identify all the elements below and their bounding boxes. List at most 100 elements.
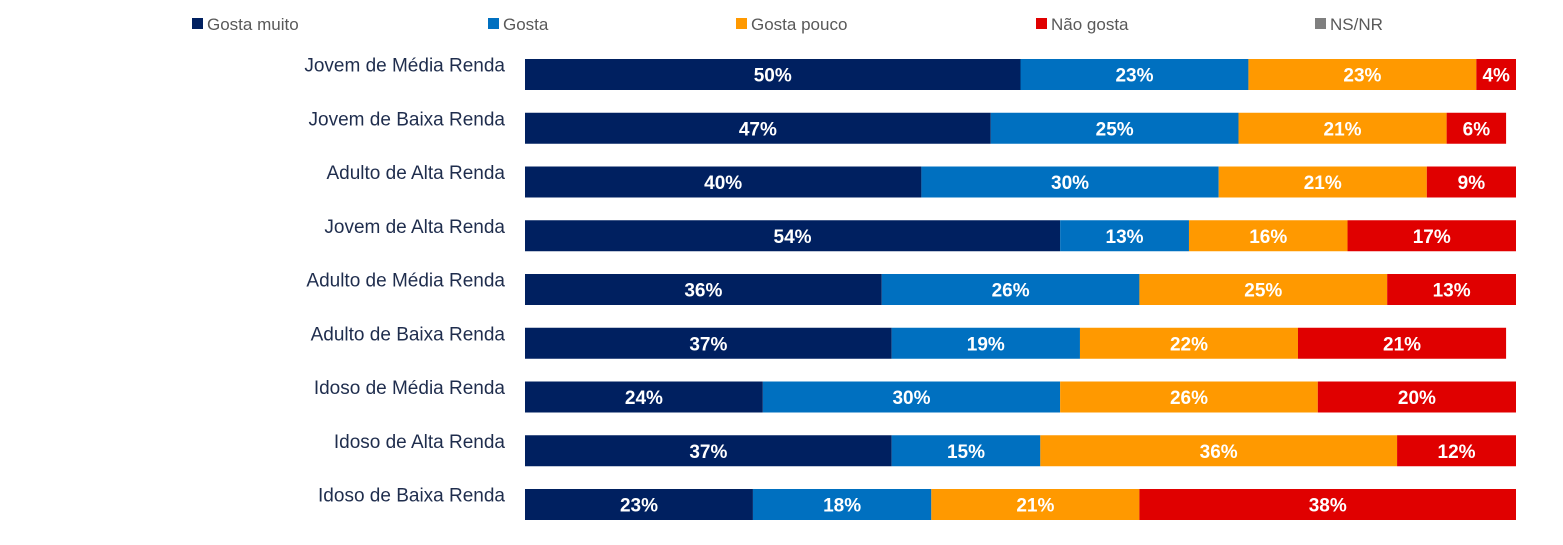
data-label: 21% xyxy=(1304,173,1342,194)
bar-segment-nao-gosta xyxy=(1317,381,1516,413)
data-label: 21% xyxy=(1383,334,1421,355)
category-label: Idoso de Alta Renda xyxy=(334,432,506,453)
bar-segment-nao-gosta xyxy=(1446,112,1507,144)
data-label: 16% xyxy=(1249,227,1287,248)
data-label: 17% xyxy=(1413,227,1451,248)
data-label: 13% xyxy=(1106,227,1144,248)
data-labels: 50% 23% 23% 4% 47% 25% 21% 6% 40% 30% 21% 9% 54% 13% 1… xyxy=(620,66,1510,517)
bar-segment-gosta xyxy=(1060,220,1189,252)
bar-segment-gosta-muito xyxy=(525,59,1021,90)
bar-segment-gosta-pouco xyxy=(1079,327,1298,359)
bar-segment-gosta-muito xyxy=(525,381,763,413)
legend-swatch xyxy=(736,18,747,29)
category-label: Jovem de Média Renda xyxy=(304,56,505,77)
bar-segment-gosta-pouco xyxy=(1218,166,1427,198)
bar-segment-gosta xyxy=(891,435,1041,467)
bar-segment-gosta xyxy=(1020,59,1249,90)
data-label: 20% xyxy=(1398,388,1436,409)
category-label: Jovem de Alta Renda xyxy=(324,217,505,238)
data-label: 25% xyxy=(1244,281,1282,302)
legend-swatch xyxy=(1036,18,1047,29)
bar-segment-nao-gosta xyxy=(1387,274,1516,305)
legend-swatch xyxy=(488,18,499,29)
data-label: 6% xyxy=(1463,119,1491,140)
data-label: 22% xyxy=(1170,334,1208,355)
category-label: Idoso de Baixa Renda xyxy=(318,486,505,507)
data-label: 47% xyxy=(739,119,777,140)
bar-segment-nao-gosta xyxy=(1397,435,1516,467)
legend-item-gosta: Gosta xyxy=(488,15,549,34)
data-label: 30% xyxy=(892,388,930,409)
bar-segment-gosta-pouco xyxy=(1139,274,1388,305)
data-label: 9% xyxy=(1458,173,1486,194)
bar-segment-gosta-pouco xyxy=(1060,381,1318,413)
data-label: 37% xyxy=(689,334,727,355)
legend-item-gosta-muito: Gosta muito xyxy=(192,15,299,34)
data-label: 26% xyxy=(992,281,1030,302)
bar-segment-gosta-pouco xyxy=(1188,220,1348,252)
data-label: 24% xyxy=(625,388,663,409)
bars xyxy=(525,59,1516,520)
bar-segment-nao-gosta xyxy=(1476,59,1516,90)
data-label: 21% xyxy=(1016,496,1054,517)
bar-segment-nao-gosta xyxy=(1297,327,1507,359)
data-label: 36% xyxy=(1200,442,1238,463)
legend-swatch xyxy=(192,18,203,29)
bar-segment-gosta-muito xyxy=(525,327,892,359)
bar-segment-nao-gosta xyxy=(1347,220,1516,252)
data-label: 23% xyxy=(1115,66,1153,87)
legend-label: Não gosta xyxy=(1051,15,1129,34)
data-label: 21% xyxy=(1324,119,1362,140)
data-label: 54% xyxy=(774,227,812,248)
legend-swatch xyxy=(1315,18,1326,29)
bar-segment-gosta-muito xyxy=(525,274,882,305)
bar-segment-gosta-muito xyxy=(525,220,1061,252)
category-label: Adulto de Alta Renda xyxy=(326,163,505,184)
bar-segment-gosta xyxy=(762,381,1061,413)
bar-segment-gosta-pouco xyxy=(1248,59,1477,90)
data-label: 23% xyxy=(620,496,658,517)
data-label: 13% xyxy=(1433,281,1471,302)
legend-item-ns-nr: NS/NR xyxy=(1315,15,1383,34)
data-label: 30% xyxy=(1051,173,1089,194)
data-label: 50% xyxy=(754,66,792,87)
category-label: Idoso de Média Renda xyxy=(314,378,506,399)
legend-label: Gosta xyxy=(503,15,549,34)
data-label: 38% xyxy=(1309,496,1347,517)
legend-item-nao-gosta: Não gosta xyxy=(1036,15,1129,34)
legend-label: Gosta pouco xyxy=(751,15,847,34)
bar-segment-nao-gosta xyxy=(1139,489,1516,520)
category-label: Adulto de Média Renda xyxy=(306,271,505,292)
bar-segment-gosta xyxy=(752,489,932,520)
data-label: 15% xyxy=(947,442,985,463)
data-label: 19% xyxy=(967,334,1005,355)
bar-segment-gosta-pouco xyxy=(1040,435,1398,467)
bar-segment-gosta-pouco xyxy=(1238,112,1447,144)
bar-segment-gosta-muito xyxy=(525,435,892,467)
bar-segment-gosta-pouco xyxy=(931,489,1140,520)
data-label: 40% xyxy=(704,173,742,194)
chart-legend: Gosta muito Gosta Gosta pouco Não gosta NS/N… xyxy=(192,15,1383,34)
bar-segment-gosta-muito xyxy=(525,489,753,520)
data-label: 25% xyxy=(1096,119,1134,140)
data-label: 26% xyxy=(1170,388,1208,409)
legend-label: NS/NR xyxy=(1330,15,1383,34)
data-label: 37% xyxy=(689,442,727,463)
category-labels: Jovem de Média Renda Jovem de Baixa Renda… xyxy=(304,56,505,507)
bar-segment-nao-gosta xyxy=(1426,166,1516,198)
data-label: 36% xyxy=(684,281,722,302)
legend-label: Gosta muito xyxy=(207,15,299,34)
data-label: 4% xyxy=(1482,66,1510,87)
category-label: Adulto de Baixa Renda xyxy=(311,324,506,345)
bar-segment-gosta xyxy=(881,274,1140,305)
data-label: 18% xyxy=(823,496,861,517)
bar-segment-gosta-muito xyxy=(525,112,991,144)
bar-segment-gosta xyxy=(990,112,1239,144)
category-label: Jovem de Baixa Renda xyxy=(309,109,506,130)
legend-item-gosta-pouco: Gosta pouco xyxy=(736,15,847,34)
data-label: 23% xyxy=(1343,66,1381,87)
bar-segment-gosta xyxy=(891,327,1080,359)
bar-segment-gosta-muito xyxy=(525,166,922,198)
bar-segment-gosta xyxy=(921,166,1219,198)
